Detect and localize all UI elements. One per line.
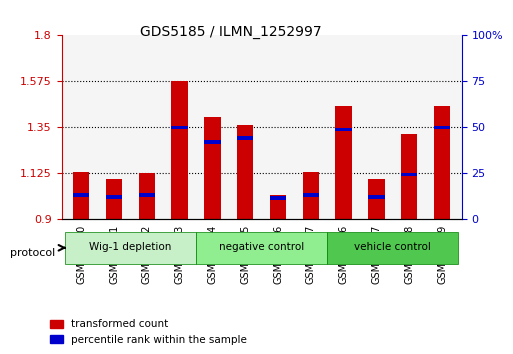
Text: vehicle control: vehicle control <box>354 242 431 252</box>
Bar <box>139 193 155 197</box>
Bar <box>237 136 253 139</box>
Text: GDS5185 / ILMN_1252997: GDS5185 / ILMN_1252997 <box>140 25 322 39</box>
Bar <box>270 195 286 219</box>
Text: Wig-1 depletion: Wig-1 depletion <box>89 242 172 252</box>
Bar <box>237 125 253 219</box>
Bar <box>73 172 89 219</box>
Bar <box>303 193 319 197</box>
Bar <box>368 178 385 219</box>
FancyBboxPatch shape <box>327 232 459 264</box>
Bar <box>204 117 221 219</box>
Bar <box>139 173 155 219</box>
Bar <box>171 126 188 129</box>
FancyBboxPatch shape <box>65 232 196 264</box>
Bar <box>171 81 188 219</box>
Bar <box>106 178 122 219</box>
Bar <box>434 126 450 129</box>
Bar <box>336 106 352 219</box>
Bar <box>401 173 418 176</box>
Bar <box>73 193 89 197</box>
Bar <box>204 140 221 144</box>
Bar <box>270 196 286 200</box>
Bar <box>106 195 122 199</box>
Legend: transformed count, percentile rank within the sample: transformed count, percentile rank withi… <box>46 315 251 349</box>
Bar <box>336 128 352 131</box>
Text: negative control: negative control <box>219 242 304 252</box>
Text: protocol: protocol <box>10 248 55 258</box>
Bar <box>368 195 385 199</box>
FancyBboxPatch shape <box>196 232 327 264</box>
Bar <box>434 106 450 219</box>
Bar <box>303 172 319 219</box>
Bar <box>401 133 418 219</box>
